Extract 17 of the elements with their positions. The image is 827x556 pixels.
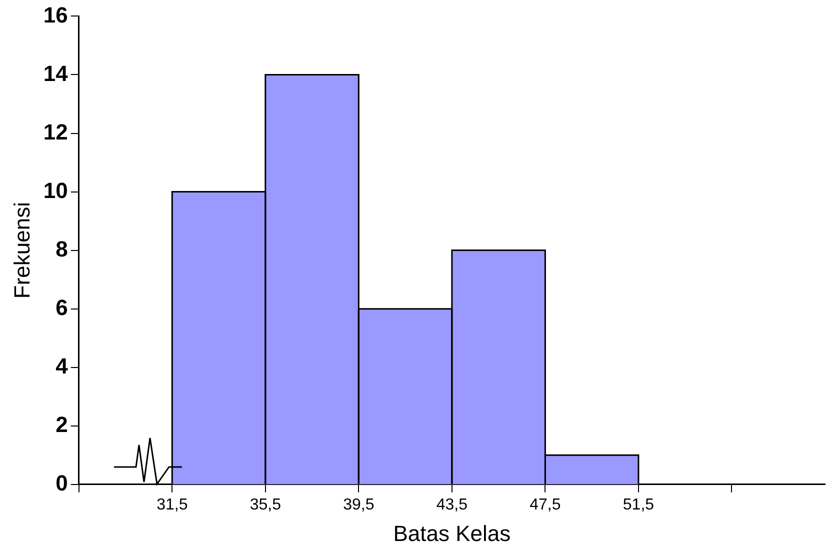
x-axis-title: Batas Kelas — [393, 520, 511, 546]
y-tick-label: 0 — [56, 470, 68, 496]
x-tick-label: 47,5 — [530, 496, 561, 514]
x-tick-label: 31,5 — [156, 496, 188, 514]
x-tick-label: 35,5 — [250, 496, 282, 514]
y-tick-label: 10 — [43, 178, 68, 203]
y-tick-label: 8 — [56, 236, 68, 262]
x-tick-label: 39,5 — [343, 496, 374, 514]
y-tick-label: 12 — [43, 119, 68, 144]
x-tick-label: 51,5 — [622, 496, 654, 514]
y-tick-label: 4 — [56, 353, 69, 378]
y-tick-label: 14 — [43, 60, 69, 86]
y-tick-label: 16 — [43, 2, 68, 28]
y-tick-label: 6 — [56, 294, 68, 320]
y-axis-title: Frekuensi — [9, 202, 34, 299]
y-tick-label: 2 — [56, 412, 68, 437]
x-tick-label: 43,5 — [436, 496, 468, 514]
